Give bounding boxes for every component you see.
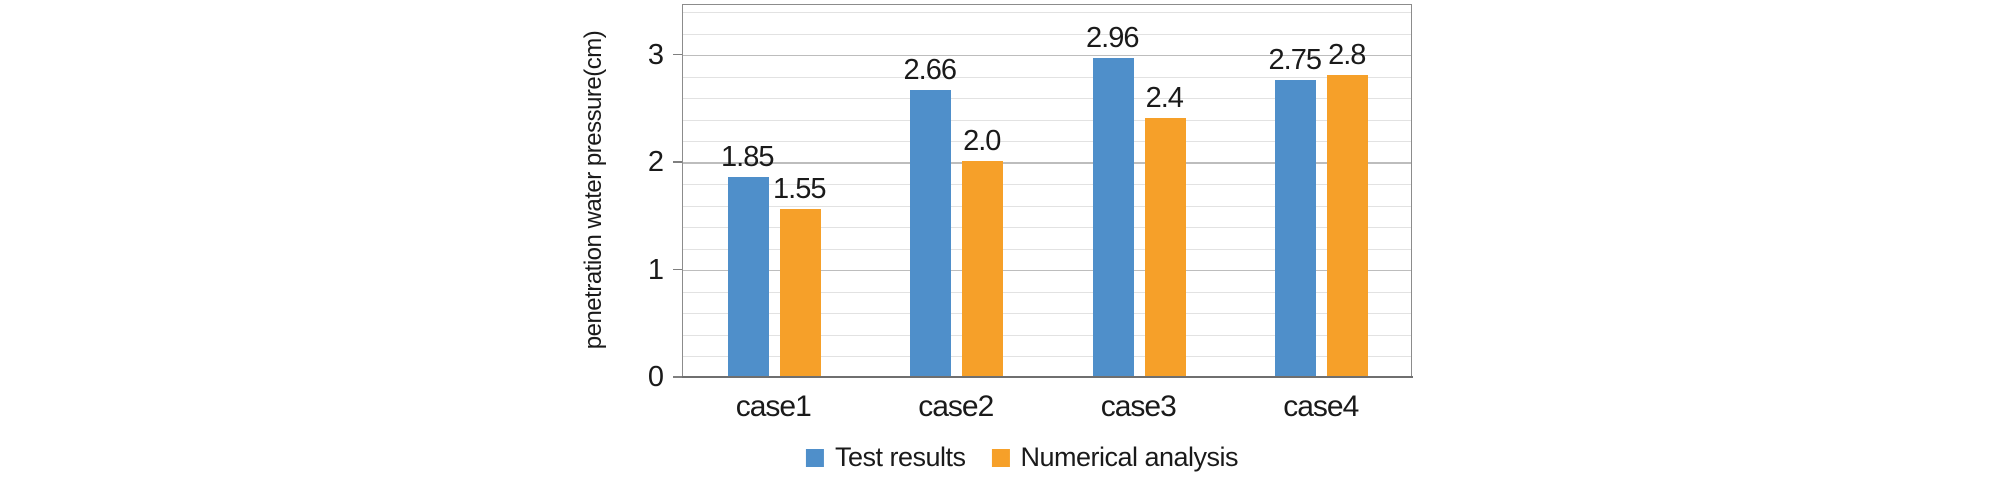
data-label-numerical-analysis-case2: 2.0 <box>963 125 1001 157</box>
bar-test-results-case3 <box>1092 57 1134 376</box>
data-label-numerical-analysis-case3: 2.4 <box>1145 82 1184 115</box>
bar-numerical-analysis-case4 <box>1327 75 1369 376</box>
bar-numerical-analysis-case2 <box>962 161 1004 376</box>
minor-gridline-0.6 <box>683 313 1411 314</box>
major-gridline-3 <box>683 54 1411 57</box>
x-category-label-case2: case2 <box>918 390 994 423</box>
minor-gridline-1.2 <box>683 248 1411 250</box>
legend: Test results Numerical analysis <box>805 442 1239 473</box>
y-tick-label-2: 2 <box>647 146 664 178</box>
minor-gridline-3.4 <box>683 12 1411 14</box>
data-label-test-results-case2: 2.66 <box>903 54 957 87</box>
legend-label: Numerical analysis <box>1020 442 1239 472</box>
data-label-numerical-analysis-case4: 2.8 <box>1328 39 1366 72</box>
minor-gridline-0.2 <box>683 356 1411 357</box>
minor-gridline-2.4 <box>683 119 1411 121</box>
data-label-test-results-case3: 2.96 <box>1086 21 1139 54</box>
y-axis-title-text: penetration water pressure(cm) <box>580 30 607 350</box>
y-tick-mark-3 <box>673 53 682 56</box>
legend-swatch-icon <box>991 448 1010 467</box>
y-tick-label-1: 1 <box>647 253 664 286</box>
minor-gridline-2.6 <box>683 98 1411 100</box>
minor-gridline-2.8 <box>683 76 1411 78</box>
minor-gridline-1.4 <box>683 227 1411 228</box>
legend-item-test-results: Test results <box>805 442 966 473</box>
x-category-label-case1: case1 <box>735 390 812 423</box>
x-category-label-case3: case3 <box>1100 390 1177 423</box>
plot-area <box>682 4 1412 377</box>
y-tick-label-3: 3 <box>647 38 664 71</box>
bar-test-results-case2 <box>910 90 952 376</box>
legend-item-numerical-analysis: Numerical analysis <box>991 442 1239 473</box>
y-tick-mark-0 <box>673 376 682 378</box>
x-axis-line <box>681 375 1413 378</box>
minor-gridline-1.6 <box>683 205 1411 207</box>
minor-gridline-3.2 <box>683 33 1411 35</box>
x-category-label-case4: case4 <box>1283 390 1359 423</box>
bar-numerical-analysis-case1 <box>779 209 821 376</box>
legend-swatch-icon <box>805 448 824 467</box>
bar-test-results-case4 <box>1275 80 1317 376</box>
bar-numerical-analysis-case3 <box>1144 118 1186 376</box>
data-label-numerical-analysis-case1: 1.55 <box>773 173 826 206</box>
bar-test-results-case1 <box>727 177 769 376</box>
major-gridline-2 <box>683 162 1411 164</box>
minor-gridline-0.4 <box>683 334 1411 336</box>
legend-label: Test results <box>834 442 966 472</box>
minor-gridline-0.8 <box>683 291 1411 293</box>
y-tick-label-0: 0 <box>647 361 664 393</box>
minor-gridline-1.8 <box>683 184 1411 185</box>
minor-gridline-2.2 <box>683 141 1411 143</box>
major-gridline-1 <box>683 269 1411 272</box>
data-label-test-results-case1: 1.85 <box>721 141 774 174</box>
y-tick-mark-2 <box>673 161 682 163</box>
data-label-test-results-case4: 2.75 <box>1268 44 1322 77</box>
y-tick-mark-1 <box>673 268 682 271</box>
